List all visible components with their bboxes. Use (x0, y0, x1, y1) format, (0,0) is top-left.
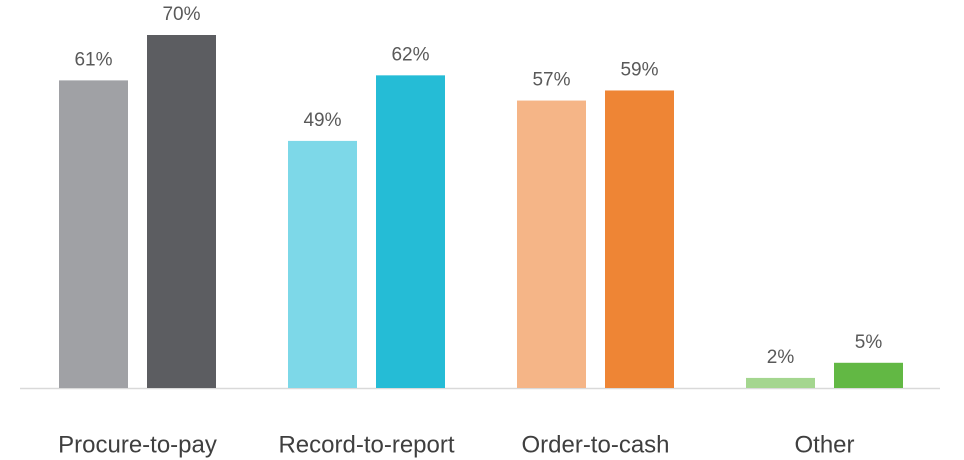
bar (59, 80, 128, 388)
value-label: 2% (767, 347, 795, 368)
value-label: 5% (855, 332, 883, 353)
x-tick-label: Procure-to-pay (58, 431, 217, 458)
bar (376, 75, 445, 388)
value-label: 59% (620, 59, 658, 80)
value-label: 62% (391, 44, 429, 65)
value-label: 61% (74, 49, 112, 70)
value-label: 70% (162, 4, 200, 25)
bar (147, 35, 216, 388)
bar (605, 90, 674, 388)
x-tick-label: Order-to-cash (521, 431, 669, 458)
value-label: 49% (303, 110, 341, 131)
bar (834, 362, 903, 388)
bar (288, 140, 357, 388)
bar (746, 377, 815, 388)
x-tick-label: Record-to-report (278, 431, 454, 458)
bar (517, 100, 586, 389)
value-label: 57% (532, 70, 570, 91)
x-tick-label: Other (794, 431, 854, 458)
